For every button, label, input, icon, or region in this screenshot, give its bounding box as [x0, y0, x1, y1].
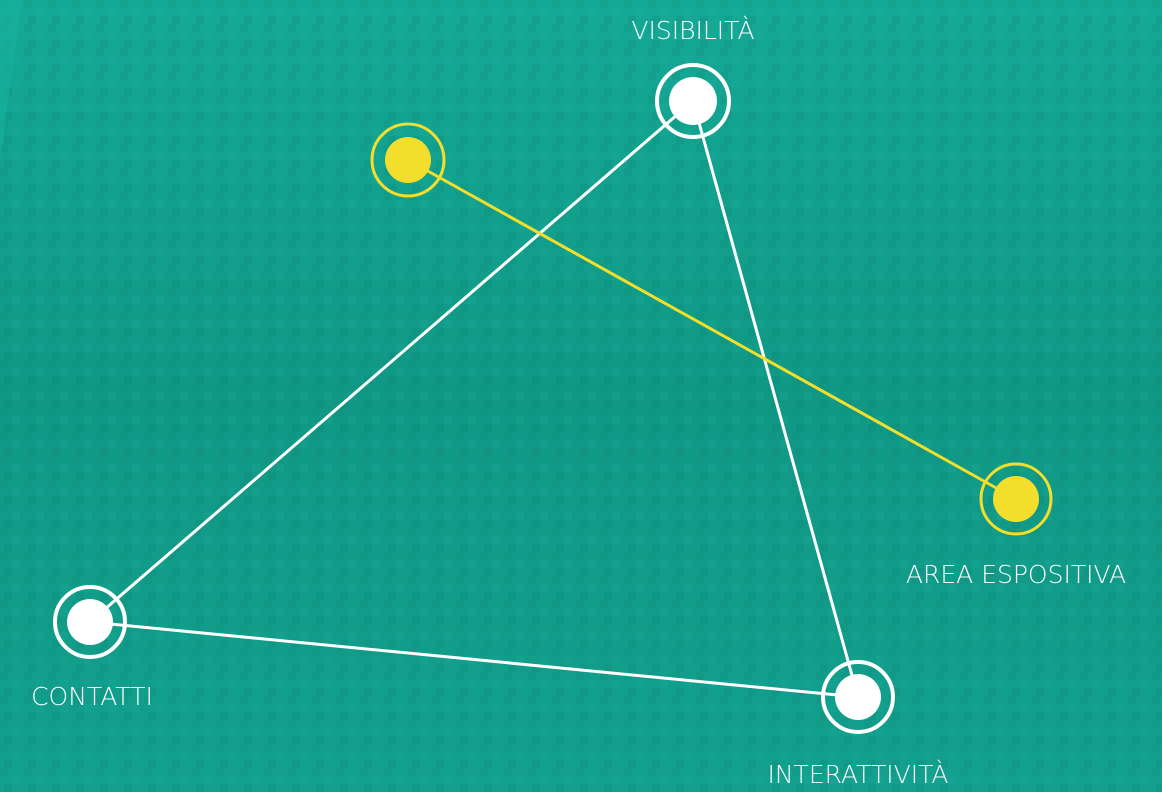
- node-dot: [669, 77, 717, 125]
- node-label[interactable]: AREA ESPOSITIVA: [906, 560, 1126, 589]
- node-label[interactable]: CONTATTI: [31, 682, 153, 711]
- node-label[interactable]: INTERATTIVITÀ: [767, 760, 948, 789]
- node-dot: [67, 599, 113, 645]
- diagram: VISIBILITÀ CONTATTI INTERATTIVITÀ AREA E…: [0, 0, 1162, 792]
- page: VISIBILITÀ CONTATTI INTERATTIVITÀ AREA E…: [0, 0, 1162, 792]
- node-dot: [385, 137, 431, 183]
- node-dot: [993, 476, 1039, 522]
- background-texture: [0, 0, 1162, 792]
- node-dot: [835, 674, 881, 720]
- node-label[interactable]: VISIBILITÀ: [631, 16, 754, 45]
